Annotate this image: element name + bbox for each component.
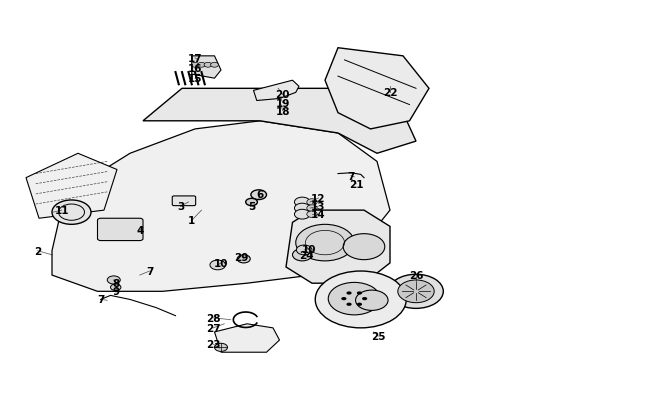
- Text: 24: 24: [300, 250, 314, 260]
- Polygon shape: [52, 122, 390, 292]
- Circle shape: [346, 303, 352, 306]
- Circle shape: [210, 260, 226, 270]
- Text: 20: 20: [276, 90, 290, 100]
- Text: 23: 23: [206, 339, 220, 349]
- Circle shape: [307, 211, 317, 218]
- Circle shape: [294, 198, 310, 207]
- Circle shape: [198, 63, 205, 68]
- Circle shape: [341, 297, 346, 301]
- Text: 5: 5: [248, 202, 256, 211]
- Circle shape: [237, 255, 250, 263]
- Circle shape: [111, 284, 121, 291]
- Circle shape: [211, 63, 218, 68]
- Circle shape: [343, 234, 385, 260]
- Circle shape: [214, 343, 227, 352]
- Circle shape: [246, 199, 257, 206]
- Text: 4: 4: [136, 226, 144, 236]
- Text: 27: 27: [206, 323, 220, 333]
- Circle shape: [307, 199, 317, 206]
- Circle shape: [292, 249, 312, 261]
- Circle shape: [398, 280, 434, 303]
- Text: 9: 9: [112, 287, 119, 296]
- Text: 1: 1: [188, 216, 196, 226]
- Text: 15: 15: [188, 74, 202, 84]
- Circle shape: [191, 63, 199, 68]
- Text: 10: 10: [214, 258, 228, 268]
- Text: 16: 16: [188, 64, 202, 74]
- Polygon shape: [143, 89, 416, 154]
- Text: 10: 10: [302, 244, 316, 254]
- Text: 8: 8: [112, 279, 120, 288]
- Text: 26: 26: [409, 271, 423, 280]
- FancyBboxPatch shape: [98, 219, 143, 241]
- Circle shape: [357, 303, 362, 306]
- Text: 7: 7: [146, 266, 153, 276]
- Circle shape: [357, 292, 362, 295]
- Polygon shape: [325, 49, 429, 130]
- Text: 29: 29: [235, 252, 249, 262]
- Circle shape: [296, 245, 312, 255]
- FancyBboxPatch shape: [172, 196, 196, 206]
- Circle shape: [107, 276, 120, 284]
- Circle shape: [294, 204, 310, 213]
- Circle shape: [328, 283, 380, 315]
- Text: 28: 28: [206, 313, 220, 323]
- Text: 11: 11: [55, 206, 69, 215]
- Text: 25: 25: [371, 331, 385, 341]
- Text: 19: 19: [276, 98, 290, 108]
- Circle shape: [204, 63, 212, 68]
- Text: 14: 14: [311, 210, 326, 220]
- Circle shape: [346, 292, 352, 295]
- Text: 12: 12: [311, 194, 326, 203]
- Text: 7: 7: [347, 171, 355, 181]
- Circle shape: [356, 290, 388, 311]
- Circle shape: [251, 190, 266, 200]
- Circle shape: [362, 297, 367, 301]
- Circle shape: [52, 200, 91, 225]
- Circle shape: [315, 271, 406, 328]
- Text: 22: 22: [383, 88, 397, 98]
- Text: 21: 21: [349, 179, 363, 189]
- Circle shape: [294, 210, 310, 220]
- Text: 17: 17: [188, 54, 202, 64]
- Text: 18: 18: [276, 107, 290, 116]
- Circle shape: [389, 275, 443, 309]
- Polygon shape: [214, 324, 280, 352]
- Text: 13: 13: [311, 202, 326, 211]
- Polygon shape: [192, 57, 221, 79]
- Polygon shape: [26, 154, 117, 219]
- Polygon shape: [286, 211, 390, 284]
- Text: 6: 6: [256, 190, 264, 199]
- Circle shape: [296, 225, 354, 261]
- Circle shape: [307, 205, 317, 212]
- Text: 7: 7: [97, 295, 105, 305]
- Text: 3: 3: [177, 202, 185, 211]
- Text: 2: 2: [34, 246, 42, 256]
- Polygon shape: [254, 81, 299, 101]
